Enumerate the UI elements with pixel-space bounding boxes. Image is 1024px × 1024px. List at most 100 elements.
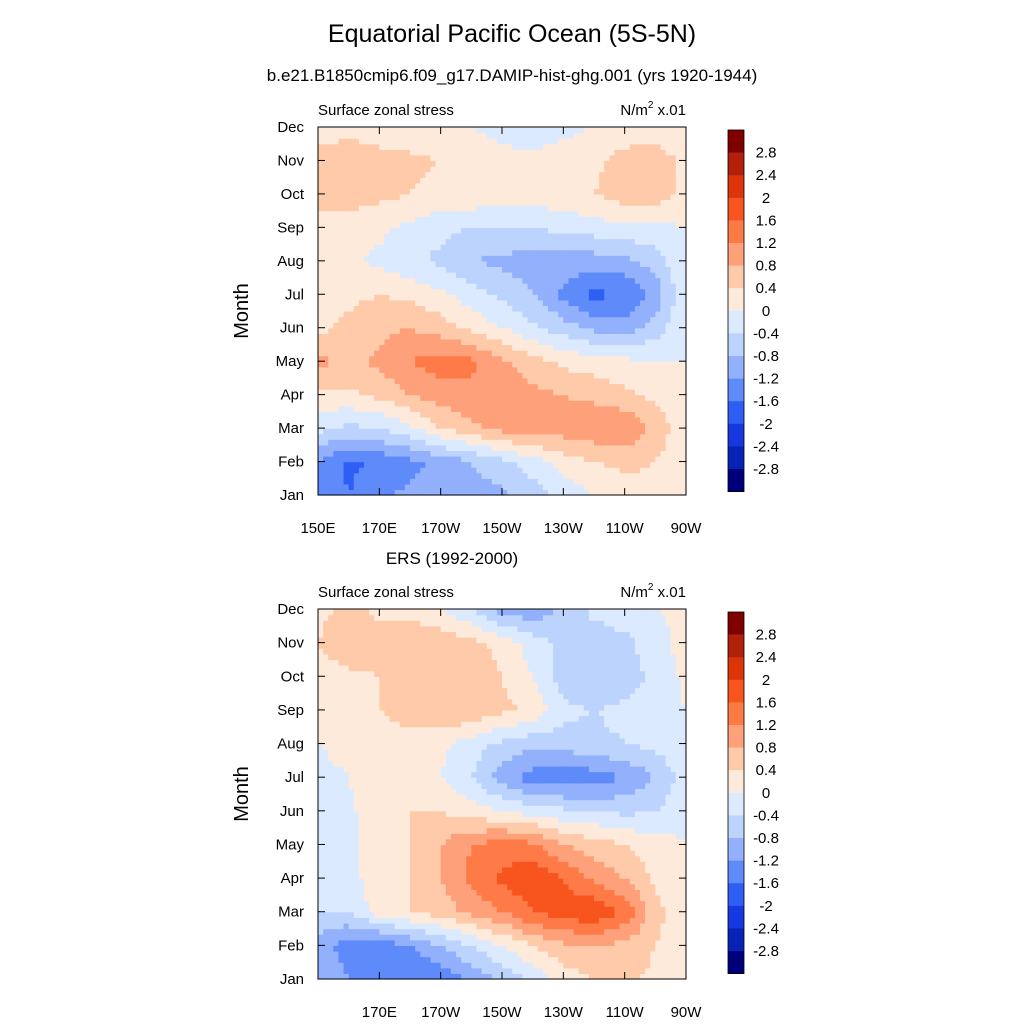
heatmap-cell xyxy=(507,138,513,145)
heatmap-cell xyxy=(358,322,365,329)
heatmap-cell xyxy=(517,238,524,245)
heatmap-cell xyxy=(430,294,437,301)
heatmap-cell xyxy=(481,188,488,195)
heatmap-cell xyxy=(573,450,580,457)
heatmap-cell xyxy=(583,177,590,184)
heatmap-cell xyxy=(599,483,605,491)
heatmap-cell xyxy=(481,377,488,385)
heatmap-cell xyxy=(415,160,421,167)
heatmap-cell xyxy=(614,439,621,446)
heatmap-cell xyxy=(333,238,340,245)
heatmap-cell xyxy=(379,305,386,312)
heatmap-cell xyxy=(486,344,493,351)
heatmap-cell xyxy=(532,294,539,301)
heatmap-cell xyxy=(660,138,667,145)
heatmap-cell xyxy=(476,166,483,173)
heatmap-cell xyxy=(568,428,575,435)
heatmap-cell xyxy=(456,232,462,240)
heatmap-cell xyxy=(410,232,416,240)
heatmap-cell xyxy=(507,327,513,334)
heatmap-cell xyxy=(670,138,677,145)
heatmap-cell xyxy=(450,193,457,201)
heatmap-cell xyxy=(476,428,483,435)
heatmap-cell xyxy=(404,283,411,290)
heatmap-cell xyxy=(599,266,605,273)
heatmap-cell xyxy=(369,383,375,390)
heatmap-cell xyxy=(588,132,595,139)
heatmap-cell xyxy=(573,322,580,329)
heatmap-cell xyxy=(471,227,478,234)
heatmap-cell xyxy=(348,489,355,496)
heatmap-cell xyxy=(675,249,682,256)
heatmap-cell xyxy=(404,405,411,412)
heatmap-cell xyxy=(399,405,406,412)
heatmap-cell xyxy=(318,422,324,429)
heatmap-cell xyxy=(338,950,345,958)
heatmap-cell xyxy=(328,967,334,974)
heatmap-cell xyxy=(343,149,350,156)
heatmap-cell xyxy=(655,322,662,329)
heatmap-cell xyxy=(655,149,662,156)
heatmap-cell xyxy=(445,277,452,284)
heatmap-cell xyxy=(609,255,616,262)
heatmap-cell xyxy=(486,333,493,340)
heatmap-cell xyxy=(343,338,350,346)
heatmap-cell xyxy=(665,266,672,273)
heatmap-cell xyxy=(640,232,646,240)
heatmap-cell xyxy=(675,166,682,173)
heatmap-cell xyxy=(573,255,580,262)
heatmap-cell xyxy=(491,444,498,451)
heatmap-cell xyxy=(425,350,432,357)
heatmap-cell xyxy=(323,238,329,245)
heatmap-cell xyxy=(374,266,380,273)
heatmap-cell xyxy=(450,255,457,262)
heatmap-cell xyxy=(471,383,478,390)
heatmap-cell xyxy=(634,171,641,178)
heatmap-cell xyxy=(323,143,329,150)
heatmap-cell xyxy=(471,428,478,435)
heatmap-cell xyxy=(384,428,391,435)
heatmap-cell xyxy=(476,138,483,145)
heatmap-cell xyxy=(486,271,493,279)
heatmap-cell xyxy=(394,277,401,284)
heatmap-cell xyxy=(680,166,687,173)
heatmap-cell xyxy=(394,199,401,206)
heatmap-cell xyxy=(527,249,534,256)
heatmap-cell xyxy=(471,143,478,150)
heatmap-cell xyxy=(384,338,391,346)
heatmap-cell xyxy=(614,255,621,262)
heatmap-cell xyxy=(522,444,529,451)
heatmap-cell xyxy=(338,149,345,156)
heatmap-cell xyxy=(430,260,437,267)
heatmap-cell xyxy=(323,350,329,357)
heatmap-cell xyxy=(328,350,334,357)
heatmap-cell xyxy=(338,472,345,479)
heatmap-cell xyxy=(619,428,626,435)
heatmap-cell xyxy=(461,389,467,396)
heatmap-cell xyxy=(481,467,488,474)
heatmap-cell xyxy=(502,232,508,240)
heatmap-cell xyxy=(491,216,498,223)
heatmap-cell xyxy=(435,355,442,362)
heatmap-cell xyxy=(333,478,340,485)
heatmap-cell xyxy=(675,472,682,479)
heatmap-cell xyxy=(333,956,340,963)
heatmap-cell xyxy=(415,483,421,491)
heatmap-cell xyxy=(440,188,447,195)
heatmap-cell xyxy=(507,260,513,267)
heatmap-cell xyxy=(634,271,641,279)
heatmap-cell xyxy=(588,227,595,234)
heatmap-cell xyxy=(358,221,365,228)
heatmap-cell xyxy=(338,439,345,446)
heatmap-cell xyxy=(491,333,498,340)
heatmap-cell xyxy=(476,338,483,346)
heatmap-cell xyxy=(379,210,386,217)
heatmap-cell xyxy=(461,294,467,301)
heatmap-cell xyxy=(522,389,529,396)
heatmap-cell xyxy=(481,316,488,323)
heatmap-cell xyxy=(645,221,651,228)
heatmap-cell xyxy=(670,366,677,373)
heatmap-cell xyxy=(384,366,391,373)
heatmap-cell xyxy=(578,333,585,340)
heatmap-cell xyxy=(348,227,355,234)
